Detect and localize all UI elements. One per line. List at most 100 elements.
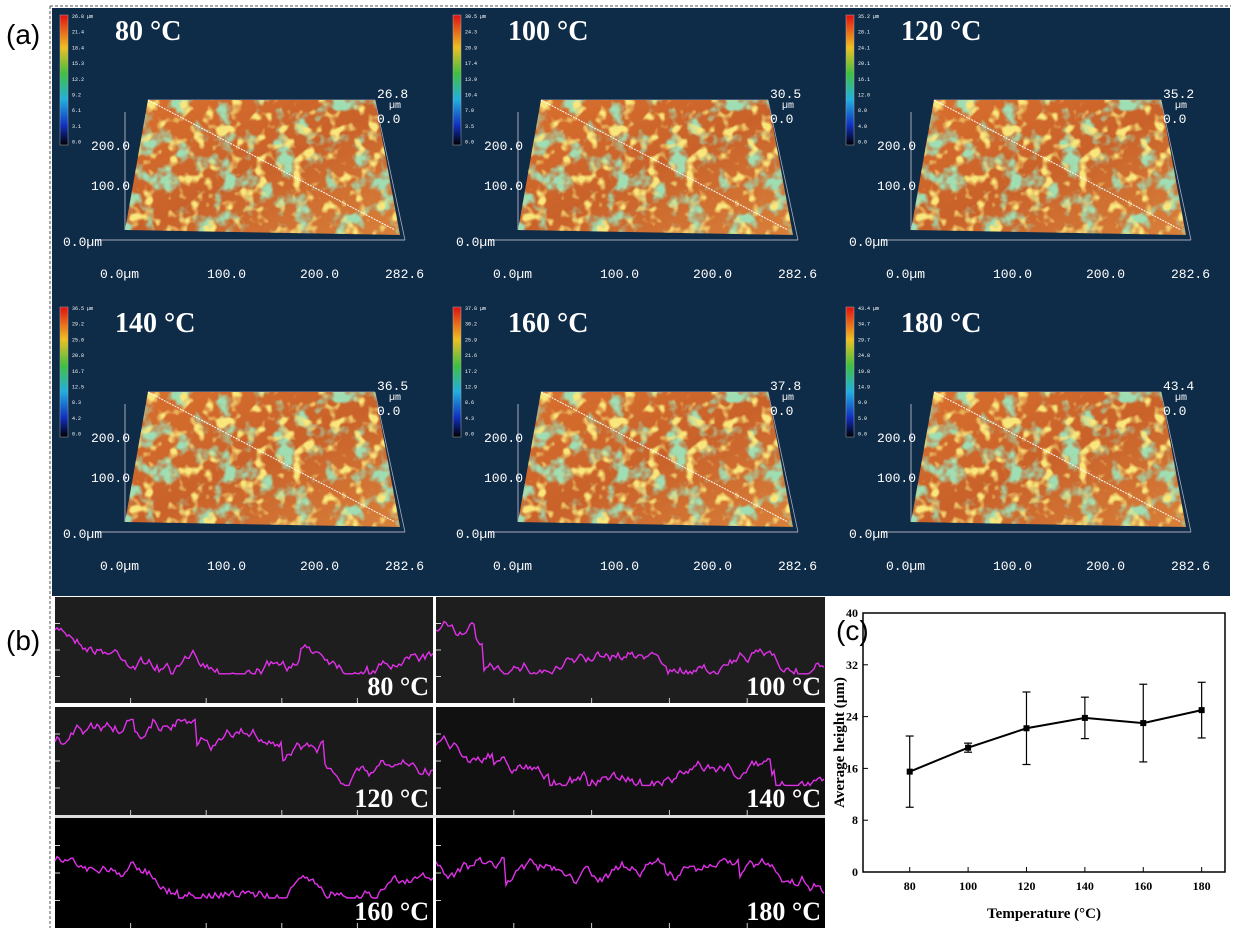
x-axis-label: 200.0 <box>1086 559 1125 574</box>
x-axis-label: 100.0 <box>600 267 639 282</box>
x-axis-label: 200.0 <box>300 559 339 574</box>
colorbar-label: 3.5 <box>465 124 474 130</box>
colorbar-label: 9.9 <box>858 400 867 406</box>
colorbar-label: 0.0 <box>72 432 81 438</box>
x-axis-label: 282.6 <box>778 267 817 282</box>
x-axis-label: 100.0 <box>600 559 639 574</box>
colorbar-label: 36.5 µm <box>72 306 93 312</box>
z-min-label: 0.0 <box>377 112 400 127</box>
y-tick-label: 24 <box>846 710 858 724</box>
surface-texture <box>518 392 793 527</box>
data-point <box>1140 720 1147 727</box>
colorbar-label: 10.4 <box>465 93 477 99</box>
colorbar-label: 8.6 <box>465 400 474 406</box>
x-axis-label: 100.0 <box>993 267 1032 282</box>
colorbar-label: 0.0 <box>858 140 867 146</box>
colorbar-label: 25.0 <box>72 337 84 343</box>
colorbar-label: 21.6 <box>465 353 477 359</box>
y-axis-label: 100.0 <box>91 471 130 486</box>
z-max-label: 36.5 <box>377 379 408 394</box>
colorbar-label: 20.8 <box>72 353 84 359</box>
x-axis-label: 100.0 <box>207 559 246 574</box>
colorbar-label: 24.8 <box>858 353 870 359</box>
colorbar <box>452 306 462 438</box>
x-axis-label: 282.6 <box>385 267 424 282</box>
z-min-label: 0.0 <box>377 404 400 419</box>
y-tick-label: 8 <box>852 813 858 827</box>
z-min-label: 0.0 <box>1163 112 1186 127</box>
profile-box <box>436 818 825 928</box>
profile-curve <box>435 856 825 894</box>
surface-panel: 26.8 µm 21.4 18.4 15.3 12.2 9.2 6.1 3.1 0.0 80 °C… <box>59 14 424 282</box>
axis-line <box>1160 99 1192 241</box>
x-tick-label: 160 <box>1134 879 1152 893</box>
x-axis-label: 100.0 <box>207 267 246 282</box>
profile-label: 160 °C <box>354 897 429 926</box>
colorbar-label: 13.9 <box>465 77 477 83</box>
profile-curve <box>54 718 434 787</box>
colorbar-label: 37.8 µm <box>465 306 486 312</box>
colorbar-label: 9.2 <box>72 93 81 99</box>
z-max-label: 43.4 <box>1163 379 1194 394</box>
y-axis-label: 0.0µm <box>63 235 102 250</box>
x-axis-label: 200.0 <box>1086 267 1125 282</box>
y-axis-label: 100.0 <box>484 471 523 486</box>
axis-line <box>374 99 406 241</box>
z-max-label: 35.2 <box>1163 87 1194 102</box>
y-tick-label: 40 <box>846 606 858 620</box>
profile-line <box>933 391 1182 523</box>
y-axis-label: 100.0 <box>877 471 916 486</box>
colorbar-label: 12.2 <box>72 77 84 83</box>
colorbar-label: 12.5 <box>72 385 84 391</box>
temperature-label: 80 °C <box>115 16 181 47</box>
y-axis-label: 0.0µm <box>63 527 102 542</box>
x-tick-label: 140 <box>1076 879 1094 893</box>
z-unit-label: µm <box>389 393 401 404</box>
temperature-label: 160 °C <box>508 308 588 339</box>
colorbar-label: 4.2 <box>72 416 81 422</box>
z-unit-label: µm <box>389 101 401 112</box>
z-min-label: 0.0 <box>1163 404 1186 419</box>
axis-line <box>1160 391 1192 533</box>
y-axis-label: 0.0µm <box>849 235 888 250</box>
z-min-label: 0.0 <box>770 112 793 127</box>
surface-panel: 37.8 µm 30.2 25.9 21.6 17.2 12.9 8.6 4.3 0.0 160 … <box>452 306 817 574</box>
colorbar-label: 8.3 <box>72 400 81 406</box>
colorbar-label: 19.8 <box>858 369 870 375</box>
z-max-label: 30.5 <box>770 87 801 102</box>
y-axis-title: Average height (µm) <box>832 677 848 808</box>
y-tick-label: 0 <box>852 865 858 879</box>
x-axis-label: 282.6 <box>385 559 424 574</box>
surface-texture <box>911 392 1186 527</box>
surface-texture <box>125 392 400 527</box>
colorbar-label: 24.3 <box>465 30 477 36</box>
z-unit-label: µm <box>782 101 794 112</box>
profile-box <box>55 707 433 815</box>
x-axis-label: 0.0µm <box>100 559 139 574</box>
surface-panel: 36.5 µm 29.2 25.0 20.8 16.7 12.5 8.3 4.2 0.0 140 … <box>59 306 424 574</box>
data-point <box>1198 707 1205 714</box>
panel-label: (a) <box>6 19 40 50</box>
y-axis-label: 0.0µm <box>849 527 888 542</box>
profile-label: 80 °C <box>367 672 429 701</box>
z-max-label: 26.8 <box>377 87 408 102</box>
x-tick-label: 80 <box>904 879 916 893</box>
colorbar-label: 0.0 <box>465 432 474 438</box>
colorbar-label: 4.3 <box>465 416 474 422</box>
colorbar-label: 17.4 <box>465 61 477 67</box>
colorbar-label: 7.0 <box>465 108 474 114</box>
profile-label: 120 °C <box>354 784 429 813</box>
y-axis-label: 100.0 <box>91 179 130 194</box>
profile-label: 140 °C <box>746 784 821 813</box>
colorbar-label: 25.9 <box>465 337 477 343</box>
x-tick-label: 120 <box>1017 879 1035 893</box>
colorbar-label: 20.1 <box>858 61 870 67</box>
colorbar-label: 16.1 <box>858 77 870 83</box>
profile-line <box>147 391 396 523</box>
colorbar-label: 24.1 <box>858 45 870 51</box>
axis-line <box>767 99 799 241</box>
colorbar <box>845 306 855 438</box>
y-axis-label: 200.0 <box>484 139 523 154</box>
x-axis-label: 0.0µm <box>493 559 532 574</box>
